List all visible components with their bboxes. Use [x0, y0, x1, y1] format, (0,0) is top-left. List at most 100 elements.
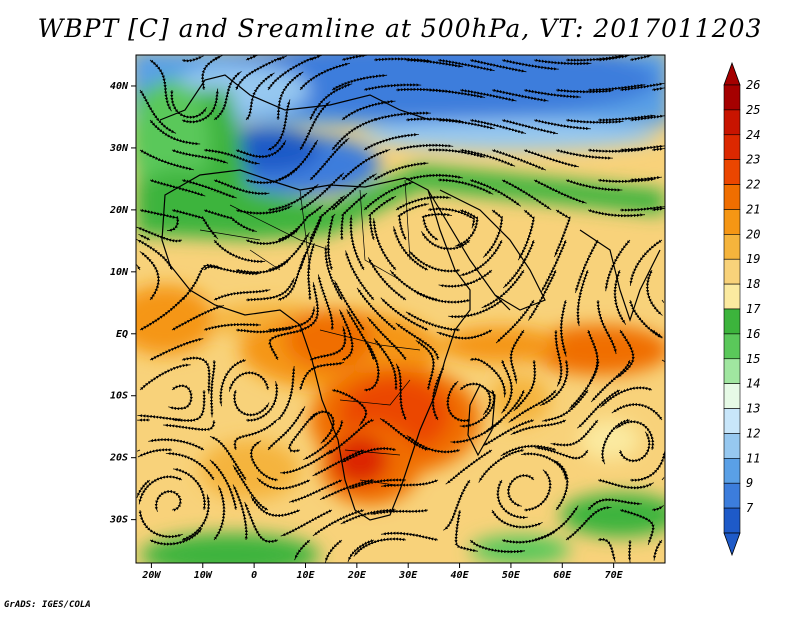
streamline: [149, 338, 204, 361]
streamline: [171, 389, 206, 423]
streamline: [533, 118, 591, 131]
streamline: [181, 55, 204, 63]
streamline: [341, 99, 396, 121]
plot-frame: [135, 54, 666, 564]
colorbar-top-arrow: [723, 61, 741, 86]
streamline: [587, 208, 646, 218]
streamline: [139, 149, 194, 171]
colorbar-swatch: [723, 258, 741, 285]
lon-tick-label: 20W: [141, 570, 161, 581]
streamline: [415, 340, 436, 391]
longitude-axis: 20W 10W 0 10E 20E 30E 40E 50E 60E 70E: [141, 563, 624, 581]
streamline: [436, 329, 493, 340]
streamline: [373, 161, 429, 181]
lat-tick-label: 20N: [109, 205, 129, 216]
streamline: [213, 71, 242, 121]
streamline: [550, 419, 599, 447]
streamline: [645, 269, 663, 316]
streamline: [327, 418, 375, 455]
streamline: [341, 55, 368, 62]
lon-tick-label: 20E: [347, 570, 367, 581]
streamline: [604, 239, 631, 292]
streamline: [373, 111, 431, 122]
colorbar-level-label: 18: [746, 277, 760, 291]
colorbar-level-label: 16: [746, 327, 760, 341]
streamline: [619, 508, 655, 546]
colorbar-swatch: [723, 507, 741, 534]
streamline: [317, 274, 334, 331]
colorbar-level-label: 11: [746, 451, 760, 465]
streamline: [528, 269, 557, 321]
lat-tick-label: 10S: [110, 391, 128, 402]
colorbar-swatch: [723, 134, 741, 160]
streamline: [443, 479, 471, 531]
streamline: [213, 179, 270, 196]
lat-tick-label: 30S: [109, 515, 128, 526]
streamline: [299, 282, 320, 332]
streamline: [294, 539, 311, 561]
colorbar-bottom-arrow: [723, 532, 741, 557]
streamline: [203, 148, 260, 165]
streamline: [587, 498, 643, 511]
streamline: [373, 338, 398, 390]
streamline: [501, 179, 552, 211]
streamline: [245, 72, 275, 121]
streamline: [139, 295, 186, 331]
colorbar-swatch: [723, 234, 741, 260]
streamline: [268, 329, 305, 361]
colorbar-level-label: 9: [746, 476, 753, 490]
streamline: [629, 55, 652, 62]
streamline: [203, 322, 262, 332]
colorbar-swatch: [723, 433, 741, 459]
lon-tick-label: 30E: [398, 570, 418, 581]
colorbar-level-label: 26: [746, 78, 760, 92]
colorbar-level-label: 12: [746, 426, 760, 440]
colorbar-swatch: [723, 308, 741, 335]
streamline: [165, 451, 215, 481]
streamline: [370, 508, 429, 515]
colorbar-swatch: [723, 209, 741, 235]
streamline: [565, 178, 623, 192]
streamline: [469, 539, 526, 554]
streamline: [299, 101, 331, 151]
streamline: [651, 147, 665, 152]
colorbar-swatch: [723, 458, 741, 484]
streamline: [565, 118, 624, 124]
streamline: [509, 329, 525, 384]
colorbar-level-label: 13: [746, 402, 760, 416]
streamline: [267, 99, 291, 151]
colorbar-swatch: [723, 482, 741, 509]
streamline: [219, 358, 247, 407]
colorbar-swatch: [723, 159, 741, 185]
streamline: [163, 419, 216, 432]
streamline: [209, 359, 216, 418]
lat-tick-label: 30N: [109, 143, 129, 154]
colorbar-legend: 26 25 24 23 22 21 20 19 18 17 16 15 14 13 12 11 9 7: [723, 61, 761, 557]
streamline: [555, 148, 613, 160]
lat-tick-label: 20S: [109, 453, 128, 464]
streamline: [381, 479, 439, 488]
streamline: [395, 363, 407, 421]
colorbar-level-label: 17: [746, 302, 761, 316]
streamline: [651, 329, 663, 338]
streamline: [653, 539, 663, 561]
streamline: [331, 118, 380, 151]
streamline: [481, 269, 525, 309]
colorbar-level-label: 20: [746, 227, 760, 241]
streamline: [136, 226, 183, 243]
streamline: [298, 216, 323, 271]
streamline: [501, 118, 558, 135]
streamline: [136, 238, 173, 271]
colorbar-level-label: 7: [746, 501, 754, 515]
streamline: [616, 420, 655, 451]
colorbar-level-label: 23: [746, 153, 760, 167]
lon-tick-label: 10E: [296, 570, 315, 581]
streamline: [368, 195, 397, 241]
lon-tick-label: 70E: [605, 570, 624, 581]
streamline: [309, 55, 323, 61]
colorbar-level-label: 19: [746, 252, 760, 266]
colorbar-level-label: 15: [746, 352, 760, 366]
streamline: [651, 505, 664, 512]
streamline: [651, 207, 665, 212]
colorbar-level-label: 14: [746, 377, 760, 391]
